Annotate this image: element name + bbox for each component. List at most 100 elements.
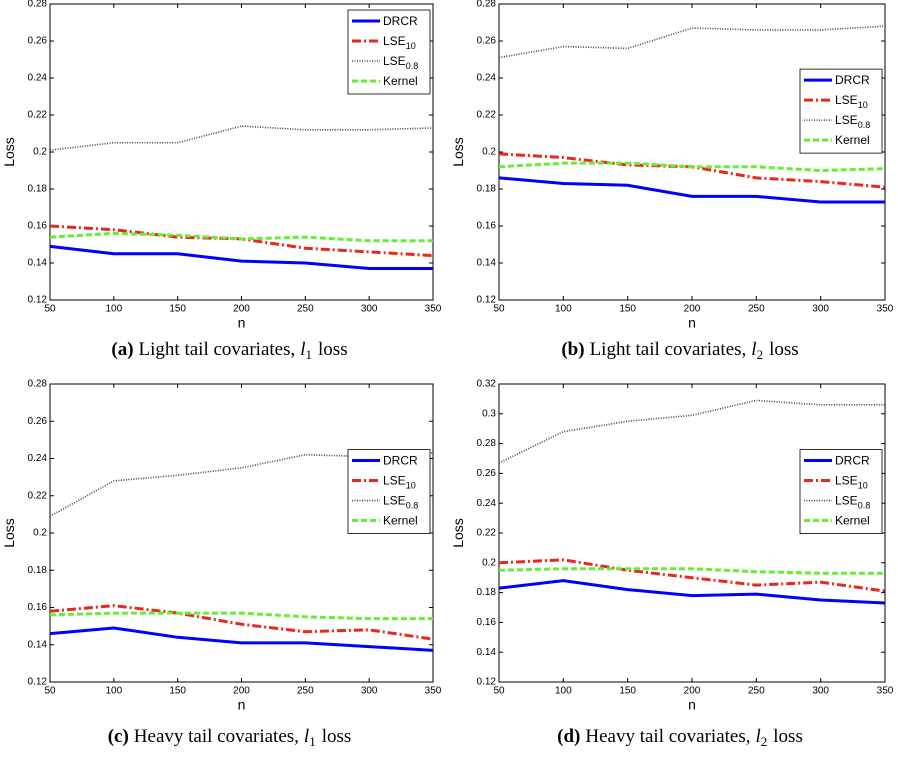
y-axis-label: Loss [1,518,17,548]
x-tick-label: 350 [877,686,894,697]
y-tick-label: 0.12 [28,295,48,306]
caption-suffix: loss [769,339,799,360]
legend-name: LSE [383,474,406,488]
legend-label: LSE0.8 [835,494,870,511]
series-line [49,626,434,652]
legend-label: LSE10 [383,34,416,51]
y-tick-label: 0.26 [477,468,497,479]
x-tick-label: 250 [297,686,314,697]
y-tick-label: 0.14 [477,258,497,269]
caption-math: l [304,726,309,747]
y-tick-label: 0.26 [28,416,48,427]
caption-label: (c) [108,726,129,747]
caption: (b) Light tail covariates, l2 loss [561,339,798,362]
legend-name: DRCR [383,14,418,28]
x-tick-label: 100 [105,304,122,315]
x-tick-label: 100 [555,686,572,697]
legend-subscript: 0.8 [858,501,871,511]
y-tick-label: 0.28 [28,379,48,390]
legend-name: LSE [383,54,406,68]
x-axis-label: n [238,697,246,713]
y-tick-label: 0.28 [477,0,497,10]
caption-math: l [300,339,305,360]
y-axis-label: Loss [450,518,466,548]
legend-name: DRCR [383,454,418,468]
x-tick-label: 200 [233,304,250,315]
legend-subscript: 0.8 [406,501,419,511]
legend-name: Kernel [835,133,870,147]
x-axis-label: n [238,315,246,331]
axes-box [49,3,434,301]
caption-math: l [756,726,761,747]
caption-math-sub: 2 [757,347,764,362]
x-tick-label: 350 [425,686,442,697]
y-tick-label: 0.18 [477,587,497,598]
y-tick-label: 0.22 [477,528,497,539]
caption-math-sub: 1 [306,347,313,362]
series-line [498,176,885,204]
y-tick-label: 0.14 [477,647,497,658]
legend-label: DRCR [383,454,418,468]
x-tick-label: 50 [493,304,505,315]
x-tick-label: 300 [812,304,829,315]
y-tick-label: 0.18 [477,184,497,195]
y-tick-label: 0.22 [28,110,48,121]
y-tick-label: 0.18 [28,565,48,576]
x-axis-label: n [688,315,696,331]
y-tick-label: 0.24 [28,453,48,464]
legend-label: LSE0.8 [383,54,418,71]
y-tick-label: 0.12 [477,677,497,688]
x-tick-label: 250 [748,304,765,315]
x-tick-label: 150 [619,304,636,315]
y-tick-label: 0.28 [28,0,48,10]
x-tick-label: 300 [812,686,829,697]
legend-subscript: 10 [858,100,868,110]
y-tick-label: 0.2 [33,528,47,539]
legend-name: LSE [835,474,858,488]
series-line [49,611,433,621]
y-tick-label: 0.16 [28,221,48,232]
caption-suffix: loss [318,339,348,360]
legend-name: DRCR [835,73,870,87]
legend-name: Kernel [383,74,418,88]
legend-name: LSE [383,494,406,508]
series-line [498,558,886,593]
x-tick-label: 350 [425,304,442,315]
y-tick-label: 0.16 [28,602,48,613]
y-axis-label: Loss [450,137,466,167]
series-line [498,579,886,605]
y-tick-label: 0.26 [477,36,497,47]
legend-label: LSE10 [835,474,868,491]
caption-text: Light tail covariates, [139,339,296,360]
x-tick-label: 200 [684,686,701,697]
series-line [498,25,886,59]
y-tick-label: 0.2 [482,557,496,568]
x-tick-label: 50 [44,686,56,697]
y-tick-label: 0.18 [28,184,48,195]
legend-name: LSE [383,34,406,48]
series-line [49,604,434,641]
legend-label: DRCR [383,14,418,28]
caption-label: (d) [557,726,580,747]
y-tick-label: 0.24 [28,73,48,84]
y-tick-label: 0.14 [28,639,48,650]
legend-subscript: 0.8 [406,61,419,71]
caption-suffix: loss [322,726,352,747]
y-tick-label: 0.12 [28,677,48,688]
caption-text: Light tail covariates, [590,339,747,360]
legend-label: LSE0.8 [383,494,418,511]
x-tick-label: 150 [169,686,186,697]
y-axis-label: Loss [1,137,17,167]
legend-label: Kernel [835,133,870,147]
legend-label: DRCR [835,73,870,87]
x-axis-label: n [688,697,696,713]
x-tick-label: 200 [684,304,701,315]
caption-label: (b) [561,339,584,360]
series-line [498,161,886,173]
